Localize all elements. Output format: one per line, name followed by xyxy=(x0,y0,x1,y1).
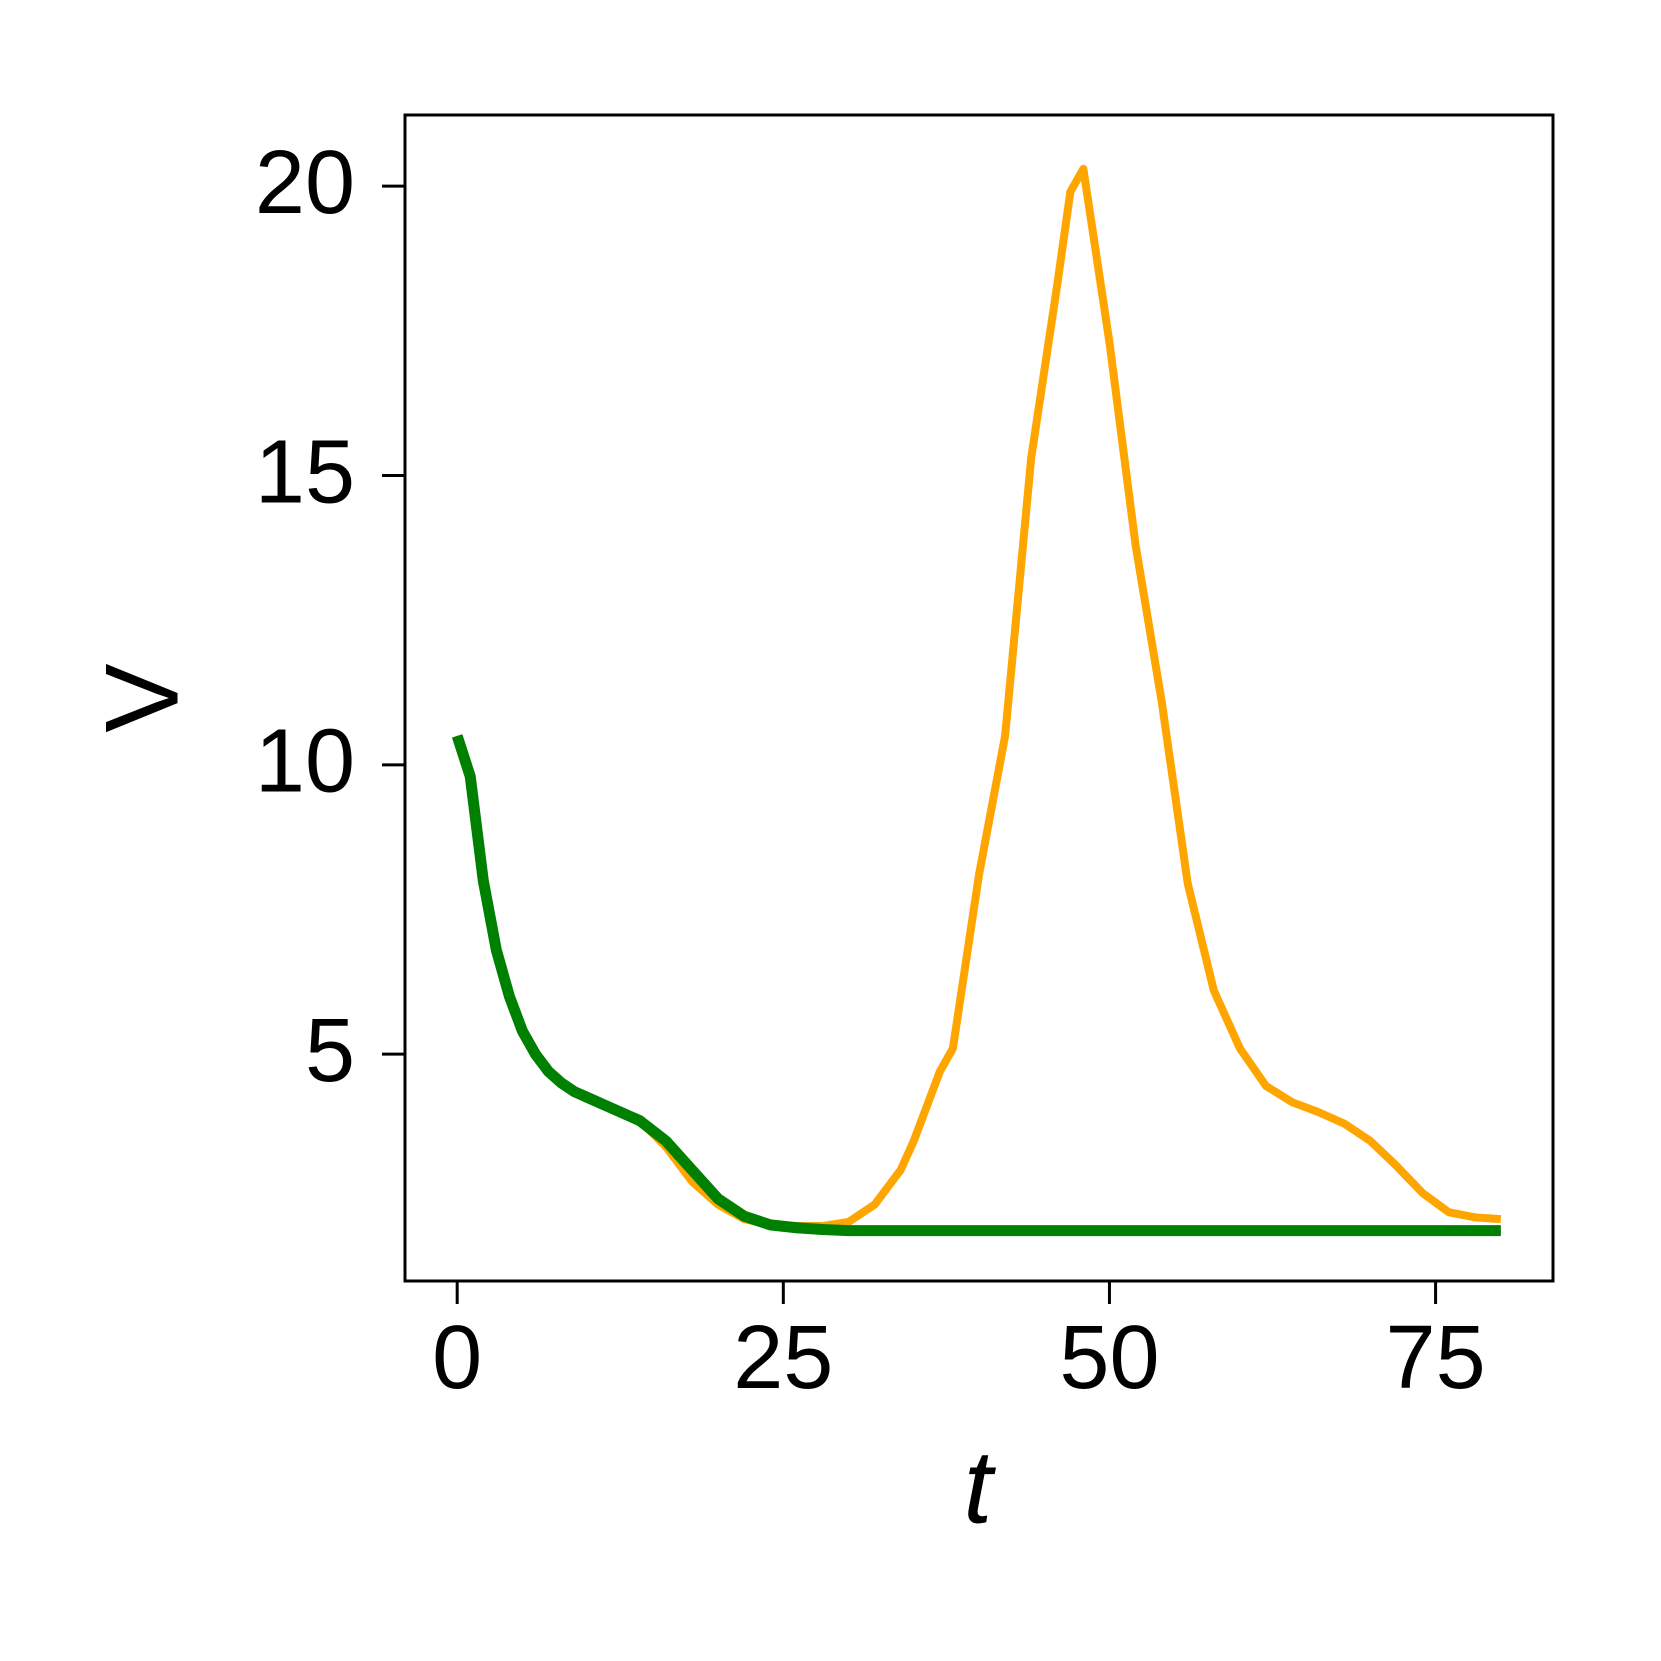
y-tick-label: 20 xyxy=(255,133,355,233)
plot-frame xyxy=(403,113,1555,1283)
x-axis-label: t xyxy=(964,1429,997,1545)
data-line xyxy=(456,735,1501,1233)
data-line xyxy=(453,164,1502,1231)
x-tick-label: 75 xyxy=(1386,1308,1486,1408)
x-tick-label: 50 xyxy=(1059,1308,1159,1408)
y-tick-label: 10 xyxy=(255,712,355,812)
x-tick-label: 25 xyxy=(733,1308,833,1408)
y-axis-label: V xyxy=(84,663,200,732)
data-line xyxy=(451,734,1501,1237)
y-tick-label: 15 xyxy=(255,422,355,522)
y-tick-label: 5 xyxy=(305,1001,355,1101)
x-tick-label: 0 xyxy=(432,1308,482,1408)
